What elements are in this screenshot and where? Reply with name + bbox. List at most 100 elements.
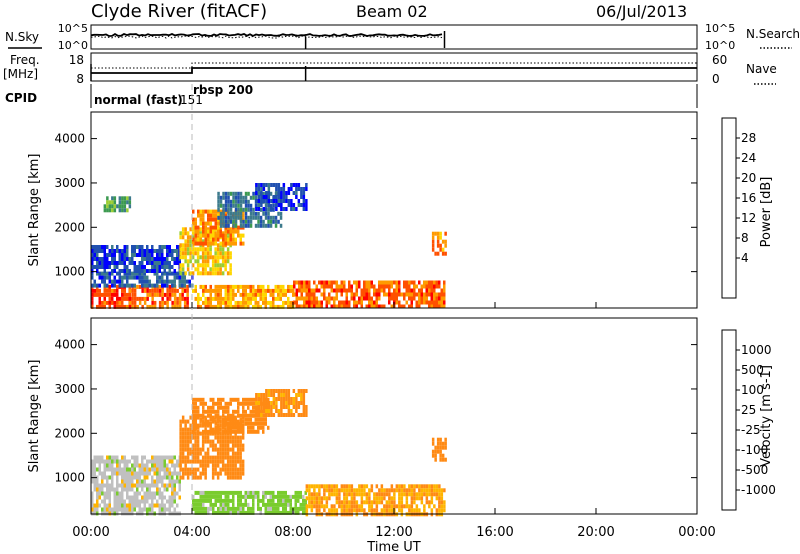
- power-cell: [335, 288, 338, 293]
- velocity-cell: [385, 492, 389, 497]
- velocity-cell: [136, 455, 139, 460]
- velocity-cell: [158, 467, 161, 472]
- velocity-cell: [280, 413, 283, 417]
- power-cell: [355, 292, 358, 297]
- velocity-cell: [192, 409, 195, 414]
- velocity-cell: [365, 500, 369, 505]
- velocity-cell: [126, 491, 129, 496]
- power-cell: [438, 284, 441, 289]
- power-cell: [408, 288, 411, 293]
- power-cell: [300, 288, 303, 293]
- power-cell: [229, 284, 232, 289]
- velocity-cell: [113, 471, 116, 476]
- power-cell: [295, 183, 298, 187]
- power-cell: [302, 195, 306, 199]
- power-cell: [224, 241, 227, 246]
- velocity-cell: [202, 490, 205, 495]
- velocity-cell: [297, 506, 300, 511]
- velocity-cell: [143, 483, 146, 488]
- power-cell: [108, 200, 112, 205]
- velocity-cell: [350, 492, 354, 497]
- power-cell: [118, 253, 121, 257]
- velocity-cell: [173, 479, 176, 484]
- velocity-cell: [158, 471, 161, 476]
- power-cell: [207, 233, 210, 238]
- power-cell: [435, 296, 438, 301]
- power-cell: [428, 304, 431, 309]
- power-cell: [168, 249, 171, 253]
- power-cell: [156, 265, 159, 269]
- velocity-cell: [255, 397, 258, 401]
- velocity-cell: [313, 484, 316, 489]
- velocity-cell: [206, 419, 210, 424]
- velocity-cell: [247, 425, 250, 430]
- power-cell: [303, 288, 306, 293]
- power-cell: [173, 261, 176, 265]
- velocity-cell: [242, 397, 245, 402]
- power-cell: [194, 233, 197, 238]
- velocity-cell: [202, 421, 205, 426]
- power-cell: [390, 284, 393, 289]
- power-cell: [330, 284, 333, 289]
- velocity-cell: [216, 471, 220, 476]
- velocity-cell: [360, 492, 364, 497]
- velocity-cell: [262, 425, 265, 430]
- velocity-cell: [440, 504, 444, 509]
- power-cell: [425, 284, 428, 289]
- power-cell: [207, 300, 210, 305]
- power-cell: [378, 280, 381, 285]
- velocity-cell: [302, 389, 306, 393]
- power-cell: [207, 229, 210, 234]
- velocity-cell: [260, 393, 263, 397]
- power-cell: [181, 292, 184, 297]
- power-cell: [436, 231, 440, 236]
- power-cell: [199, 221, 202, 226]
- power-cell: [108, 275, 111, 280]
- power-cell: [257, 195, 261, 199]
- velocity-cell: [234, 417, 237, 422]
- power-cell: [219, 233, 222, 238]
- velocity-cell: [189, 431, 192, 436]
- velocity-cell: [106, 483, 109, 488]
- power-cell: [272, 183, 276, 187]
- velocity-cell: [181, 427, 185, 432]
- velocity-cell: [353, 508, 356, 513]
- power-cell: [138, 265, 141, 269]
- power-cell: [118, 269, 121, 273]
- velocity-cell: [239, 447, 242, 452]
- power-cell: [440, 288, 443, 293]
- velocity-cell: [340, 504, 344, 509]
- power-cell: [363, 288, 366, 293]
- power-cell: [103, 304, 106, 309]
- velocity-cell: [385, 488, 389, 493]
- power-cell: [325, 280, 328, 285]
- power-cell: [249, 296, 252, 301]
- power-cell: [234, 304, 237, 309]
- power-cell: [227, 215, 230, 220]
- power-cell: [204, 304, 207, 309]
- power-cell: [113, 300, 116, 305]
- power-cell: [229, 219, 233, 224]
- velocity-cell: [423, 504, 426, 509]
- power-cell: [323, 296, 326, 301]
- velocity-cell: [184, 447, 187, 452]
- velocity-cell: [310, 504, 314, 509]
- velocity-cell: [234, 475, 237, 480]
- velocity-cell: [330, 504, 334, 509]
- velocity-cell: [232, 409, 235, 414]
- power-cell: [343, 304, 346, 309]
- velocity-cell: [262, 417, 265, 422]
- power-cell: [126, 249, 129, 253]
- velocity-cell: [249, 490, 252, 495]
- power-cell: [128, 204, 132, 209]
- power-cell: [116, 304, 119, 309]
- velocity-cell: [199, 463, 202, 468]
- velocity-cell: [292, 389, 296, 393]
- power-cell: [209, 292, 212, 297]
- velocity-cell: [121, 475, 124, 480]
- power-cell: [368, 292, 371, 297]
- power-cell: [201, 247, 205, 252]
- power-cell: [265, 191, 268, 195]
- velocity-cell: [299, 502, 302, 507]
- power-cell: [204, 300, 207, 305]
